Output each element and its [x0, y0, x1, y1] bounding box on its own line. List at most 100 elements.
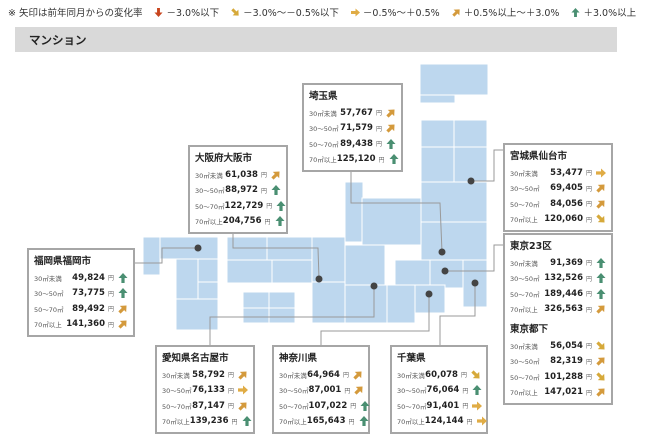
size-label: 30～50㎡	[279, 387, 309, 396]
size-label: 50～70㎡	[195, 202, 225, 211]
prefecture-block	[311, 236, 346, 283]
region-title: 埼玉県	[309, 91, 338, 102]
rent-value: 87,001	[308, 385, 342, 396]
region-title: 愛知県名古屋市	[162, 353, 229, 364]
size-label: 30～50㎡	[510, 185, 540, 194]
rent-box-chiba: 千葉県 30㎡未満 60,078 円 30～50㎡ 76,064 円 50～70㎡ 91,401…	[390, 345, 488, 434]
arrow-down-right-icon	[596, 341, 605, 350]
section-header: マンション	[15, 27, 617, 52]
arrow-up-right-icon	[596, 184, 605, 193]
rent-value: 73,775	[72, 288, 105, 299]
legend: ※ 矢印は前年同月からの変化率 －3.0%以下 －3.0%～－0.5%以下 －0.5…	[8, 5, 636, 19]
size-label: 70㎡以上	[510, 306, 538, 315]
arrow-up-icon	[118, 288, 128, 299]
arrow-right-icon	[472, 401, 483, 411]
leader-line-kanagawa	[320, 294, 430, 345]
rent-row: 30～50㎡ 87,001 円	[279, 383, 363, 399]
arrow-down-right-icon	[231, 7, 239, 16]
unit-label: 円	[107, 290, 114, 298]
arrow-up-right-icon	[118, 305, 127, 314]
unit-label: 円	[375, 110, 382, 118]
rent-box-saitama: 埼玉県 30㎡未満 57,767 円 30～50㎡ 71,579 円 50～70㎡ 89,438…	[302, 83, 403, 172]
prefecture-block	[420, 181, 488, 223]
arrow-up-right-icon	[271, 171, 280, 180]
prefecture-block	[420, 146, 455, 183]
rent-row: 30～50㎡ 76,133 円	[162, 383, 248, 399]
unit-label: 円	[466, 418, 473, 426]
unit-label: 円	[107, 275, 114, 283]
location-marker-kanagawa	[425, 290, 433, 298]
rent-value: 89,438	[340, 138, 373, 149]
unit-label: 円	[585, 306, 592, 314]
arrow-up-right-icon	[596, 388, 605, 397]
size-label: 70㎡以上	[162, 418, 190, 427]
arrow-up-icon	[596, 288, 606, 299]
leader-line-chiba	[439, 283, 476, 345]
arrow-up-right-icon	[596, 357, 605, 366]
prefecture-block	[226, 259, 273, 284]
rent-row: 70㎡以上 147,021 円	[510, 385, 606, 401]
prefecture-block	[271, 259, 313, 284]
arrow-up-icon	[359, 416, 369, 427]
rent-value: 64,964	[307, 369, 340, 380]
arrow-up-icon	[242, 416, 252, 427]
arrow-up-icon	[118, 272, 128, 283]
rent-value: 76,064	[426, 385, 460, 396]
rent-value: 71,579	[340, 123, 373, 134]
rent-value: 204,756	[222, 216, 262, 227]
leader-line-sendai	[471, 149, 503, 182]
unit-label: 円	[585, 260, 592, 268]
rent-row: 70㎡以上 125,120 円	[309, 152, 399, 168]
prefecture-block	[394, 259, 431, 289]
rent-value: 147,021	[544, 387, 583, 398]
arrow-up-right-icon	[118, 320, 127, 329]
rent-row: 70㎡以上 141,360 円	[34, 317, 128, 333]
prefecture-block	[268, 291, 296, 309]
leader-line-osaka	[232, 222, 320, 280]
arrow-right-icon	[596, 168, 606, 178]
rent-row: 30～50㎡ 73,775 円	[34, 286, 128, 302]
unit-label: 円	[585, 343, 592, 351]
prefecture-block	[142, 236, 161, 276]
arrow-up-right-icon	[354, 386, 363, 395]
arrow-up-right-icon	[596, 305, 605, 314]
unit-label: 円	[231, 418, 238, 426]
unit-label: 円	[107, 306, 114, 314]
prefecture-block	[197, 258, 219, 283]
rent-value: 49,824	[72, 272, 105, 283]
region-title: 宮城県仙台市	[510, 151, 568, 162]
arrow-up-right-icon	[386, 124, 395, 133]
rent-value: 56,054	[550, 340, 583, 351]
unit-label: 円	[585, 275, 592, 283]
rent-row: 50～70㎡ 89,492 円	[34, 301, 128, 317]
size-label: 30～50㎡	[195, 187, 225, 196]
rent-value: 165,643	[306, 416, 346, 427]
legend-label: ＋3.0%以上	[583, 8, 637, 19]
arrow-up-icon	[360, 400, 370, 411]
legend-item-down-right: －3.0%～－0.5%以下	[231, 5, 339, 19]
rent-row: 50～70㎡ 189,446 円	[510, 286, 606, 302]
rent-value: 57,767	[340, 107, 373, 118]
rent-row: 30㎡未満 58,792 円	[162, 367, 248, 383]
rent-row: 70㎡以上 120,060 円	[510, 212, 606, 228]
size-label: 30㎡未満	[279, 371, 307, 380]
rent-row: 30～50㎡ 71,579 円	[309, 121, 396, 137]
rent-row: 50～70㎡ 101,288 円	[510, 369, 606, 385]
region-title: 大阪府大阪市	[195, 153, 253, 164]
rent-row: 70㎡以上 124,144 円	[397, 414, 487, 430]
unit-label: 円	[375, 141, 382, 149]
prefecture-block	[453, 146, 488, 183]
region-title: 神奈川県	[279, 353, 318, 364]
size-label: 30㎡未満	[510, 342, 538, 351]
arrow-up-icon	[271, 185, 281, 196]
legend-label: －3.0%～－0.5%以下	[243, 8, 339, 19]
prefecture-block	[386, 284, 416, 324]
arrow-up-icon	[275, 216, 285, 227]
size-label: 30㎡未満	[510, 169, 538, 178]
rent-box-osaka: 大阪府大阪市 30㎡未満 61,038 円 30～50㎡ 88,972 円 50～70㎡ 122…	[188, 145, 288, 234]
arrow-down-icon	[154, 7, 164, 17]
size-label: 70㎡以上	[309, 156, 337, 165]
unit-label: 円	[585, 170, 592, 178]
unit-label: 円	[375, 125, 382, 133]
arrow-up-right-icon	[238, 371, 247, 380]
